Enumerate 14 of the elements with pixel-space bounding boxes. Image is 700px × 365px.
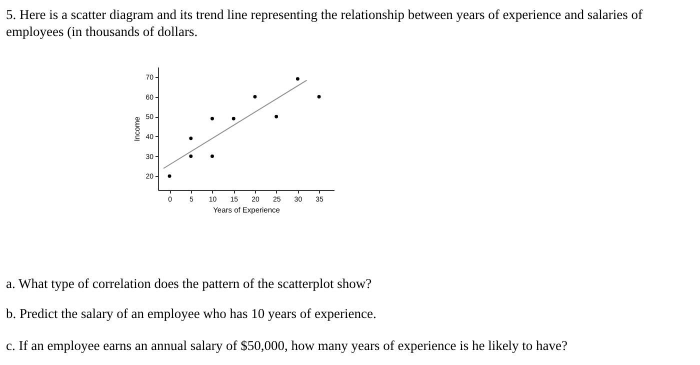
point	[189, 136, 193, 140]
point	[189, 154, 193, 158]
point	[210, 154, 214, 158]
point	[232, 116, 236, 120]
point	[274, 114, 278, 118]
chart-title: 5. Here is a scatter diagram and its trend line representing the relationship between years of experience and salaries of employees (in thousands of dollars.	[6, 6, 644, 40]
text: a. What type of correlation does the pattern of the scatterplot show?	[6, 276, 372, 292]
point	[253, 95, 257, 98]
text: b. Predict the salary of an employee who has 10 years of experience.	[6, 306, 376, 322]
point	[296, 77, 300, 81]
point	[317, 95, 321, 98]
text: c. If an employee earns an annual salary of $50,000, how many years of experience is he likely to have?	[6, 338, 568, 354]
point	[210, 116, 214, 120]
point	[168, 174, 172, 178]
